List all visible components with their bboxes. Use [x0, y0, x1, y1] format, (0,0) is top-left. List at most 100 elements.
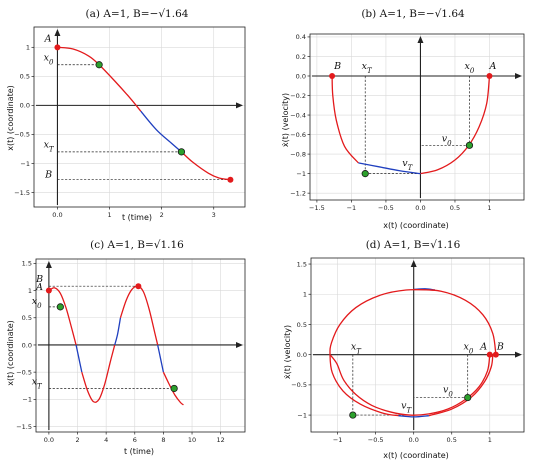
panel-a-annotation: xT: [44, 140, 55, 154]
panel-d-ytick-label: −0.5: [291, 381, 307, 389]
panel-b-annotation: vT: [402, 158, 413, 172]
panel-b-annotation: B: [333, 61, 341, 72]
panel-c-y-axis-arrow: [45, 261, 52, 268]
panel-a-title: (a) A=1, B=−√1.64: [86, 8, 189, 20]
panel-d-curve-segment-3: [398, 415, 429, 418]
panel-d-curve-segment-4: [428, 354, 494, 417]
panel-c-red-marker: [135, 283, 142, 290]
panel-a-xtick-label: 2: [160, 211, 164, 219]
panel-c-xtick-label: 8: [161, 436, 165, 444]
panel-b-xtick-label: 0.5: [450, 204, 460, 212]
panel-a-ytick-label: 0.0: [20, 102, 30, 110]
panel-d-ylabel: ẋ(t) (velocity): [283, 325, 292, 379]
panel-a-curve-segment-2: [181, 151, 231, 181]
panel-a-x-axis-arrow: [236, 102, 243, 109]
panel-c-ytick-label: −0.5: [16, 368, 32, 376]
panel-c-annotation: xT: [32, 376, 43, 390]
panel-d-annotation: x0: [464, 342, 474, 356]
panel-a-curve-segment-1: [140, 110, 182, 153]
panel-a-ytick-label: −1: [20, 160, 30, 168]
panel-a-frame: [33, 26, 246, 208]
panel-c-annotation: A: [35, 282, 43, 293]
panel-c-xtick-label: 6: [133, 436, 137, 444]
panel-a-red-marker: [54, 44, 61, 51]
panel-b-red-marker: [486, 72, 493, 79]
panel-b-ytick-label: −0.2: [290, 92, 306, 100]
panel-c-xtick-label: 12: [217, 436, 225, 444]
panel-d-curve-segment-5: [329, 354, 491, 416]
panel-b-annotation: A: [488, 61, 496, 72]
panel-a-curve-segment-0: [57, 46, 142, 112]
panel-c-xtick-label: 0.0: [44, 436, 54, 444]
panel-b-xtick-label: −1.5: [309, 204, 325, 212]
panel-d-green-marker: [464, 393, 472, 402]
panel-b-green-marker: [361, 170, 369, 178]
panel-c-green-marker: [170, 384, 178, 393]
panel-d-xtick-label: 0.5: [447, 436, 457, 444]
panel-d-frame: [310, 257, 525, 433]
panel-d-red-marker: [492, 351, 499, 358]
panel-b-xtick-label: 0.0: [415, 204, 425, 212]
panel-c-x-axis-arrow: [236, 341, 243, 348]
panel-b-ytick-label: −0.4: [290, 111, 306, 119]
panel-c-ytick-label: 1.5: [22, 260, 32, 268]
panel-b-ytick-label: −1: [296, 170, 306, 178]
panel-b-xtick-label: −1: [347, 204, 357, 212]
panel-b-ytick-label: 0.0: [296, 72, 306, 80]
panel-d-green-marker: [349, 411, 357, 419]
panel-d-title: (d) A=1, B=√1.16: [366, 239, 461, 251]
panel-c-red-marker: [45, 287, 52, 294]
panel-a-ylabel: x(t) (coordinate): [6, 85, 15, 151]
panel-c-ytick-label: 0.5: [22, 314, 32, 322]
panel-c-annotation: B: [35, 274, 43, 285]
panel-a-ytick-label: −1.5: [14, 189, 30, 197]
panel-d-ytick-label: 0.0: [297, 351, 307, 359]
panel-b-xlabel: x(t) (coordinate): [383, 221, 449, 230]
panel-a-annotation: B: [44, 170, 52, 181]
panel-b-annotation: x0: [465, 61, 475, 75]
panel-a-xlabel: t (time): [122, 213, 152, 222]
panel-c-ytick-label: 1: [28, 287, 32, 295]
panel-a-xtick-label: 1: [107, 211, 111, 219]
panel-b-ytick-label: 0.4: [296, 33, 306, 41]
panel-b-ytick-label: −0.8: [290, 150, 306, 158]
panel-a-xtick-label: 3: [212, 211, 216, 219]
panel-b-curve-segment-1: [358, 162, 421, 175]
panel-a-red-marker: [227, 176, 234, 183]
panel-c-ytick-label: −1: [22, 396, 32, 404]
panel-c-curve-segment-5: [157, 344, 165, 373]
panel-d-xlabel: x(t) (coordinate): [383, 451, 449, 460]
panel-b-annotation: v0: [442, 133, 452, 147]
panel-d-curve-segment-2: [329, 288, 436, 417]
panel-d-curve-segment-0: [413, 288, 497, 355]
panel-d-xtick-label: 1: [488, 436, 492, 444]
panel-d-ytick-label: 1.5: [297, 260, 307, 268]
panel-c-xlabel: t (time): [124, 447, 154, 456]
panel-a: (a) A=1, B=−√1.64 t (time) x(t) (coordin…: [6, 8, 246, 222]
panel-d-xtick-label: 0.0: [409, 436, 419, 444]
panel-c-frame: [35, 258, 246, 433]
panel-a-ytick-label: 1: [26, 44, 30, 52]
panel-a-annotation: x0: [44, 52, 54, 66]
panel-b-annotation: xT: [362, 61, 373, 75]
panel-c-xtick-label: 10: [188, 436, 196, 444]
panel-c-curve-segment-1: [75, 344, 83, 373]
panel-b-y-axis-arrow: [417, 36, 424, 43]
panel-b-frame: [309, 33, 525, 201]
panel-b-ytick-label: −1.2: [290, 189, 306, 197]
panel-d: (d) A=1, B=√1.16 x(t) (coordinate) ẋ(t) …: [283, 239, 525, 460]
panel-c-ylabel: x(t) (coordinate): [6, 320, 15, 386]
panel-d-annotation: xT: [351, 342, 362, 356]
panel-d-red-marker: [486, 351, 493, 358]
panel-b-x-axis-arrow: [515, 72, 522, 79]
panel-b-ytick-label: 0.2: [296, 53, 306, 61]
panel-d-annotation: v0: [443, 385, 453, 399]
panel-b-xtick-label: −0.5: [378, 204, 394, 212]
panel-d-ytick-label: 1: [303, 291, 307, 299]
panel-d-annotation: vT: [401, 400, 412, 414]
panel-c-xtick-label: 2: [75, 436, 79, 444]
panel-c-curve-segment-0: [48, 287, 77, 346]
panel-d-x-axis-arrow: [515, 351, 522, 358]
panel-c-curve-segment-6: [162, 371, 184, 406]
